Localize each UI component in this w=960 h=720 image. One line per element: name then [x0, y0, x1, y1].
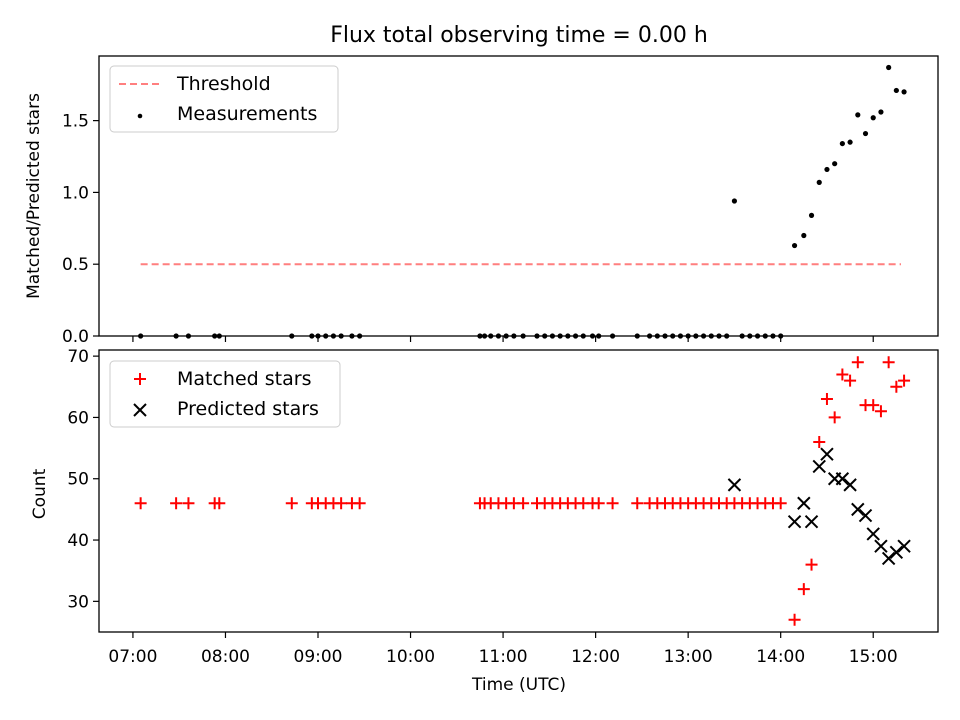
bottom-x-tick-label: 12:00 — [571, 647, 620, 667]
top-legend-frame — [109, 65, 339, 133]
matched-star-point — [134, 497, 147, 510]
predicted-star-point — [881, 551, 896, 566]
top-panel-frame — [98, 55, 939, 337]
bottom-panel-legend: Matched stars Predicted stars — [109, 360, 341, 428]
top-y-tick-label: 0.5 — [62, 255, 89, 275]
matched-star-point — [631, 497, 644, 510]
bottom-x-tick-label: 15:00 — [849, 647, 898, 667]
matched-star-point — [788, 613, 801, 626]
matched-star-point — [517, 497, 530, 510]
matched-star-point — [813, 435, 826, 448]
predicted-star-point — [851, 502, 865, 517]
bottom-panel-ylabel: Count — [30, 468, 50, 519]
measurement-point — [855, 112, 861, 118]
predicted-star-point — [874, 539, 888, 553]
matched-star-point — [836, 368, 849, 381]
bottom-x-tick-label: 13:00 — [664, 647, 713, 667]
predicted-stars-legend-marker — [133, 403, 147, 417]
predicted-stars-legend-label: Predicted stars — [177, 398, 319, 420]
matched-star-point — [851, 356, 864, 369]
measurement-point — [878, 109, 884, 115]
bottom-panel-y-ticks: 30 40 50 60 70 — [67, 347, 99, 612]
top-panel-legend: Threshold Measurements — [109, 65, 339, 133]
measurement-point — [816, 179, 822, 185]
bottom-x-tick-label: 14:00 — [756, 647, 805, 667]
matched-star-point — [805, 558, 818, 571]
matched-star-point — [182, 497, 195, 510]
predicted-star-point — [797, 496, 811, 510]
bottom-panel-x-ticks: 07:00 08:00 09:00 10:00 11:00 12:00 13:00 14:00… — [108, 632, 898, 667]
predicted-star-point — [812, 459, 826, 474]
measurement-point — [824, 166, 830, 173]
matched-star-point — [898, 374, 911, 387]
matched-star-point — [844, 374, 857, 387]
bottom-x-tick-label: 08:00 — [201, 647, 250, 667]
predicted-star-point — [889, 545, 904, 560]
top-panel-x-ticks — [132, 336, 874, 342]
threshold-legend-label: Threshold — [176, 73, 271, 95]
measurement-point — [832, 161, 838, 167]
matched-star-point — [828, 411, 841, 424]
matched-star-point — [606, 497, 619, 510]
measurement-point — [886, 64, 892, 71]
bottom-panel-plot-area — [134, 356, 911, 626]
matched-star-point — [874, 405, 887, 418]
bottom-x-tick-label: 07:00 — [108, 647, 157, 667]
matched-star-point — [797, 583, 810, 596]
predicted-star-point — [804, 514, 819, 529]
predicted-star-point — [835, 472, 850, 486]
measurement-point — [893, 87, 899, 94]
bottom-y-tick-label: 40 — [67, 531, 89, 551]
matched-star-point — [213, 497, 226, 510]
matched-star-point — [820, 393, 833, 406]
top-y-tick-label: 1.5 — [62, 112, 89, 132]
measurement-point — [901, 89, 907, 95]
matched-star-point — [890, 380, 903, 393]
top-y-tick-label: 1.0 — [62, 183, 89, 203]
bottom-legend-frame — [109, 360, 341, 428]
bottom-y-tick-label: 50 — [67, 470, 89, 490]
bottom-x-tick-label: 10:00 — [386, 647, 435, 667]
bottom-panel-frame — [98, 349, 939, 633]
measurements-legend-marker — [137, 113, 143, 119]
predicted-star-point — [843, 478, 857, 492]
bottom-y-tick-label: 60 — [67, 408, 89, 428]
predicted-star-point — [727, 478, 742, 492]
matched-star-point — [335, 497, 348, 510]
predicted-star-point — [820, 447, 834, 461]
matched-star-point — [170, 497, 183, 510]
predicted-star-point — [787, 514, 802, 529]
matched-stars-legend-label: Matched stars — [177, 368, 311, 390]
predicted-star-point — [897, 539, 911, 553]
top-panel-ylabel: Matched/Predicted stars — [24, 93, 44, 299]
measurement-point — [731, 198, 738, 204]
measurement-point — [862, 130, 869, 137]
bottom-x-tick-label: 11:00 — [479, 647, 528, 667]
measurement-point — [791, 242, 798, 249]
predicted-star-point — [866, 527, 880, 541]
top-y-tick-label: 0.0 — [62, 327, 89, 347]
measurement-point — [870, 115, 876, 121]
matched-stars-legend-marker — [134, 373, 146, 385]
matched-star-point — [867, 399, 880, 412]
matched-star-point — [285, 497, 298, 510]
matched-star-point — [774, 497, 787, 510]
measurement-point — [801, 232, 807, 239]
matched-star-point — [592, 497, 605, 510]
matched-star-point — [353, 497, 366, 510]
measurement-point — [847, 139, 853, 145]
top-panel-y-ticks: 0.0 0.5 1.0 1.5 — [62, 112, 99, 347]
bottom-panel-xlabel: Time (UTC) — [471, 675, 566, 695]
measurement-point — [839, 140, 845, 147]
top-panel-title: Flux total observing time = 0.00 h — [330, 23, 708, 48]
measurements-legend-label: Measurements — [177, 103, 317, 125]
predicted-star-point — [858, 508, 873, 523]
bottom-y-tick-label: 70 — [67, 347, 89, 367]
matched-star-point — [882, 356, 895, 369]
bottom-x-tick-label: 09:00 — [294, 647, 343, 667]
measurement-point — [808, 212, 815, 218]
bottom-y-tick-label: 30 — [67, 592, 89, 612]
